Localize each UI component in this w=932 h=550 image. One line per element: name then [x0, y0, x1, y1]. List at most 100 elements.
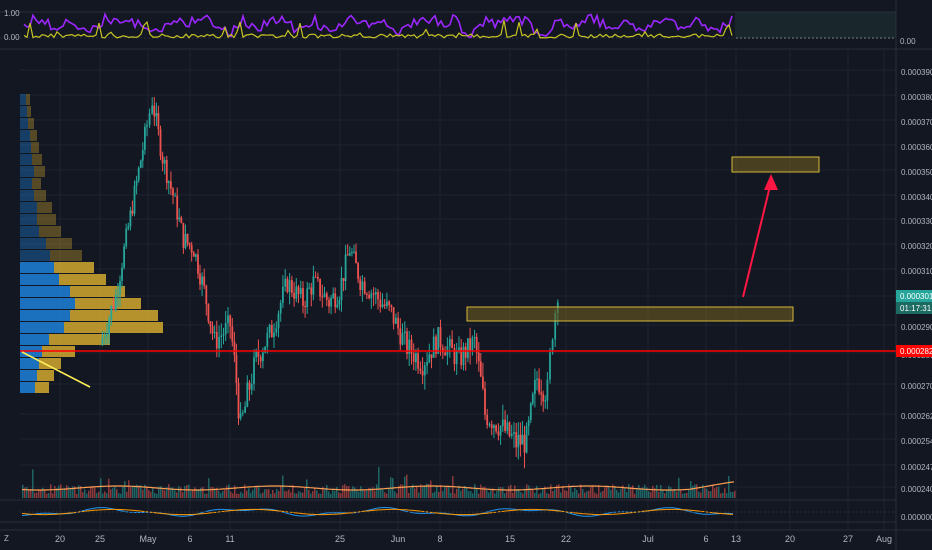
- volume-bar: [66, 485, 68, 498]
- volume-bar: [388, 488, 390, 498]
- volume-bar: [172, 487, 174, 498]
- volume-bar: [304, 488, 306, 498]
- volume-bar: [546, 493, 548, 498]
- volume-bar: [116, 489, 118, 498]
- volume-bar: [62, 489, 64, 498]
- time-tick-label: 20: [55, 534, 65, 544]
- resistance-zone[interactable]: [466, 306, 794, 322]
- vp-bar-buy: [20, 214, 37, 225]
- candle-body: [297, 286, 300, 294]
- volume-bar: [416, 486, 418, 498]
- volume-bar: [142, 489, 144, 498]
- volume-bar: [298, 491, 300, 498]
- volume-bar: [26, 487, 28, 498]
- candle-body: [390, 305, 393, 308]
- volume-bar: [418, 492, 420, 498]
- volume-bar: [346, 485, 348, 498]
- candle-body: [357, 263, 359, 280]
- volume-bar: [592, 485, 594, 498]
- volume-bar: [312, 491, 314, 498]
- volume-bar: [408, 492, 410, 498]
- volume-bar: [328, 491, 330, 498]
- volume-bar: [654, 488, 656, 498]
- volume-bar: [732, 492, 734, 498]
- timezone-icon[interactable]: Z: [4, 534, 9, 543]
- volume-bar: [436, 486, 438, 498]
- volume-bar: [148, 490, 150, 498]
- candle-body: [508, 422, 511, 436]
- volume-bar: [632, 485, 634, 498]
- time-axis[interactable]: 20 25 May 6 11 25 Jun 8 15 22 Jul 6 13 20 27 Aug: [55, 534, 892, 544]
- candle-body: [127, 226, 130, 229]
- vp-bar-buy: [20, 310, 70, 321]
- candle-body: [167, 181, 170, 183]
- candle-body: [135, 180, 138, 186]
- target-arrow[interactable]: [742, 181, 772, 298]
- candle-body: [330, 297, 332, 307]
- volume-bar: [152, 487, 154, 498]
- vp-bar-sell: [27, 106, 31, 117]
- volume-bar: [564, 490, 566, 498]
- vp-bar-buy: [20, 130, 30, 141]
- volume-bar: [640, 489, 642, 498]
- volume-bar: [484, 486, 486, 498]
- price-tick-label: 0.0003500: [901, 168, 932, 177]
- countdown-text: 01:17:31: [900, 304, 932, 313]
- volume-bar: [174, 490, 176, 498]
- volume-bar: [606, 487, 608, 498]
- candle-body: [458, 347, 460, 351]
- candle-body: [308, 287, 311, 289]
- volume-bar: [196, 489, 198, 498]
- volume-bar: [414, 488, 416, 498]
- volume-bar: [110, 489, 112, 498]
- candle-body: [334, 293, 337, 308]
- volume-bar: [560, 492, 562, 498]
- candle-body: [288, 280, 291, 292]
- target-zone[interactable]: [731, 156, 820, 173]
- candle-body: [471, 338, 474, 351]
- volume-bar: [48, 493, 50, 498]
- candle-body: [323, 293, 326, 297]
- volume-bar: [358, 491, 360, 498]
- volume-bar: [122, 486, 124, 498]
- candle-body: [259, 357, 262, 362]
- volume-bar: [530, 488, 532, 498]
- candle-body: [286, 278, 289, 292]
- candle-body: [479, 361, 482, 377]
- candle-body: [423, 365, 426, 376]
- volume-bar: [694, 484, 696, 498]
- volume-bar: [190, 491, 192, 498]
- volume-bar: [396, 493, 398, 498]
- volume-bar: [80, 486, 82, 498]
- volume-bar: [424, 486, 426, 498]
- volume-bar: [644, 484, 646, 498]
- volume-bar: [548, 493, 550, 498]
- volume-bar: [78, 485, 80, 498]
- volume-bar: [42, 487, 44, 498]
- volume-bar: [374, 490, 376, 498]
- volume-bar: [314, 488, 316, 498]
- candle-body: [464, 346, 467, 358]
- vp-bar-buy: [20, 334, 49, 345]
- candle-body: [346, 254, 349, 256]
- trendline[interactable]: [21, 351, 91, 388]
- price-tick-label: 0.0000000: [901, 513, 932, 522]
- volume-bar: [184, 486, 186, 498]
- volume-bar: [620, 488, 622, 498]
- candle-body: [176, 195, 179, 220]
- volume-bar: [700, 492, 702, 498]
- volume-bar: [244, 484, 246, 498]
- vp-bar-sell: [70, 310, 158, 321]
- volume-bar: [676, 491, 678, 498]
- volume-bar: [164, 490, 166, 498]
- volume-bar: [58, 485, 60, 498]
- candle-body: [157, 113, 160, 130]
- volume-bar: [446, 485, 448, 498]
- candle-body: [244, 406, 246, 413]
- volume-bar: [318, 493, 320, 498]
- volume-bar: [538, 494, 540, 498]
- candle-body: [146, 125, 148, 127]
- volume-bar: [486, 490, 488, 498]
- volume-bar: [674, 489, 676, 498]
